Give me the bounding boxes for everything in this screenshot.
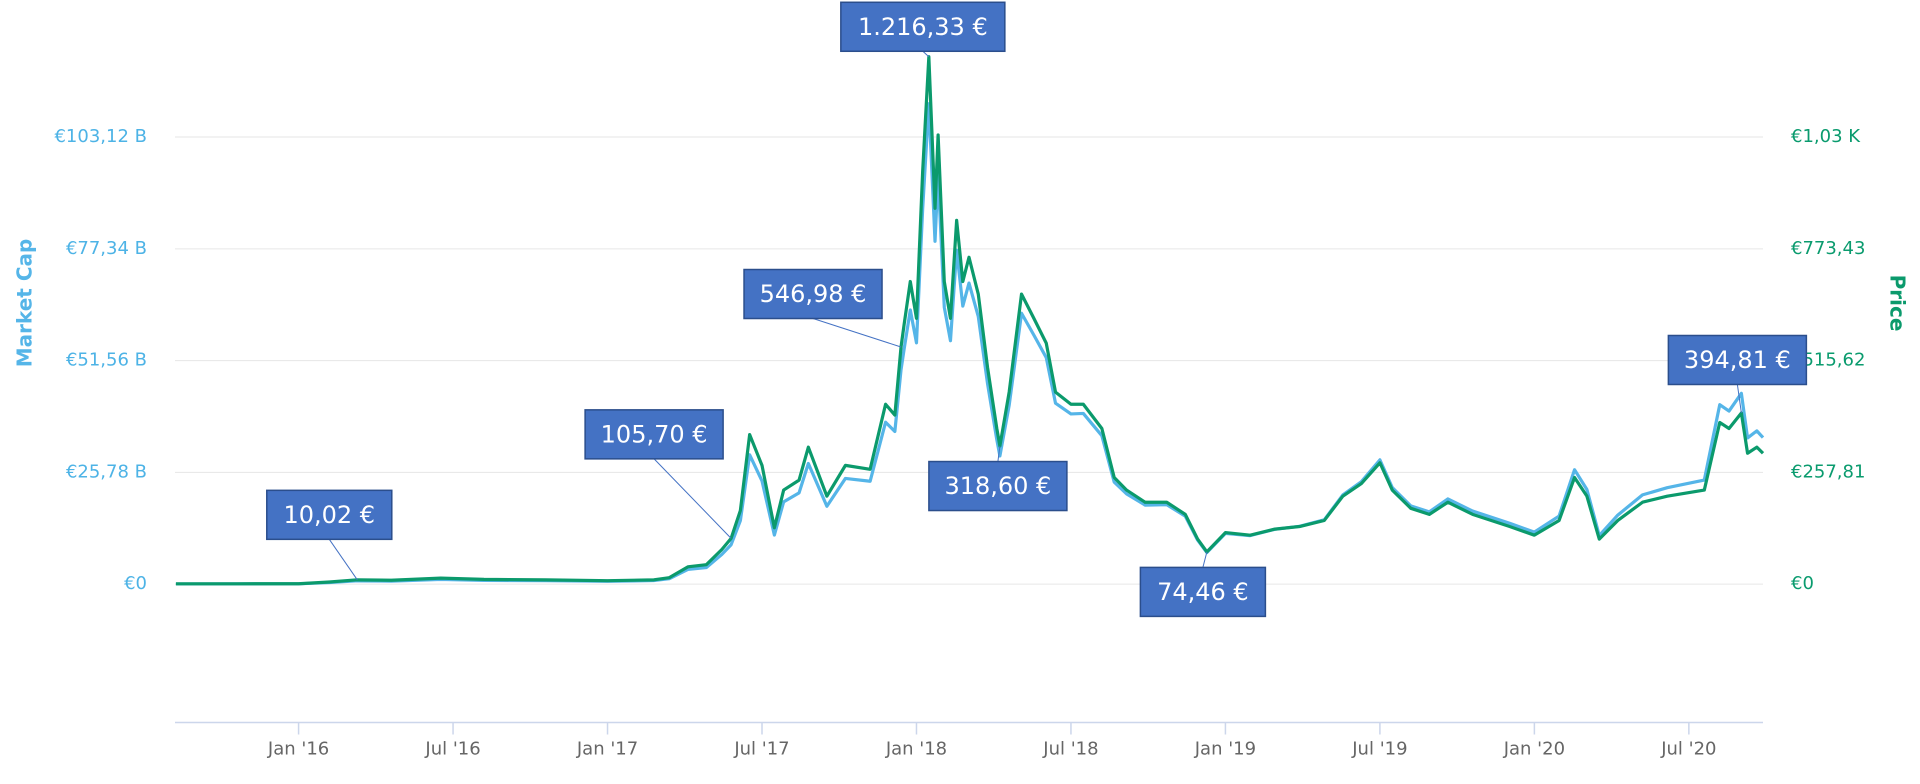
y2-tick-label: €0 <box>1791 573 1814 594</box>
annotation-label: 10,02 € <box>283 501 375 529</box>
y2-tick-label: €515,62 <box>1791 350 1865 371</box>
annotation-box <box>266 489 393 541</box>
y-axis-title: Market Cap <box>13 239 37 368</box>
x-tick-label: Jan '16 <box>267 739 329 760</box>
annotation-label: 105,70 € <box>601 420 708 448</box>
annotation-box <box>928 460 1068 512</box>
annotation-label: 546,98 € <box>760 280 867 308</box>
y-tick-label: €103,12 B <box>54 126 147 147</box>
x-tick-label: Jul '19 <box>1351 739 1407 760</box>
x-tick-label: Jan '18 <box>885 739 947 760</box>
x-tick-label: Jul '17 <box>733 739 789 760</box>
x-tick-label: Jul '20 <box>1660 739 1716 760</box>
annotation-label: 74,46 € <box>1157 578 1249 606</box>
y-tick-label: €51,56 B <box>66 350 147 371</box>
y-tick-label: €0 <box>124 573 147 594</box>
annotation-label: 1.216,33 € <box>858 13 988 41</box>
y2-axis-title: Price <box>1886 275 1910 332</box>
x-tick-label: Jan '17 <box>576 739 638 760</box>
y-tick-label: €25,78 B <box>66 461 147 482</box>
series-line <box>175 102 1765 586</box>
y2-tick-label: €257,81 <box>1791 461 1865 482</box>
annotation-box <box>840 1 1006 53</box>
annotation-connector <box>653 458 732 539</box>
annotation-box <box>743 268 883 320</box>
x-tick-label: Jul '18 <box>1042 739 1098 760</box>
y-tick-label: €77,34 B <box>66 238 147 259</box>
x-tick-label: Jan '19 <box>1194 739 1256 760</box>
annotation-connector <box>922 50 930 58</box>
annotation-box <box>584 409 724 460</box>
y2-tick-label: €1,03 K <box>1791 126 1861 147</box>
annotation-box <box>1139 566 1267 618</box>
annotation-connector <box>328 539 358 581</box>
annotation-label: 318,60 € <box>944 472 1051 500</box>
annotation-connector <box>1736 384 1742 414</box>
x-tick-label: Jul '16 <box>424 739 480 760</box>
annotation-box <box>1667 334 1808 386</box>
annotation-connector <box>997 445 1001 462</box>
annotation-connector <box>1202 551 1208 568</box>
annotation-connector <box>812 318 902 348</box>
y2-tick-label: €773,43 <box>1791 238 1865 259</box>
annotation-label: 394,81 € <box>1684 346 1791 374</box>
x-tick-label: Jan '20 <box>1503 739 1565 760</box>
